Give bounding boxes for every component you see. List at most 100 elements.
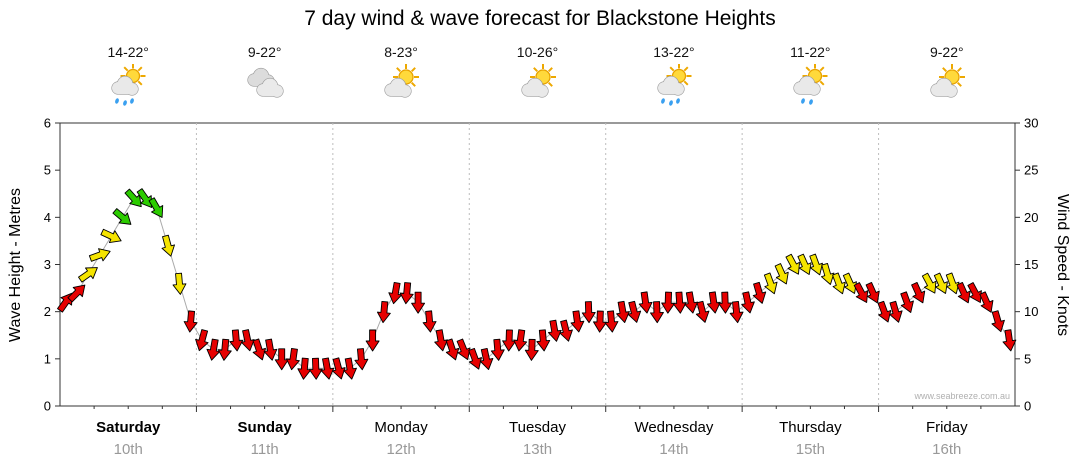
wind-arrow xyxy=(1002,329,1017,352)
day-name-label: Sunday xyxy=(237,419,292,436)
wind-arrow xyxy=(172,272,187,295)
chart-title: 7 day wind & wave forecast for Blackston… xyxy=(304,7,776,30)
wind-arrow xyxy=(468,347,482,370)
wind-arrow xyxy=(853,282,869,303)
day-name-label: Tuesday xyxy=(509,419,566,436)
left-tick-label: 1 xyxy=(44,351,51,366)
day-date-label: 15th xyxy=(795,441,825,458)
wind-arrow xyxy=(956,281,971,304)
day-date-label: 12th xyxy=(386,441,416,458)
day-temp-label: 8-23° xyxy=(384,44,418,60)
wind-arrow xyxy=(774,263,789,285)
wind-arrow xyxy=(752,281,767,304)
plot-frame xyxy=(59,122,1016,407)
watermark: www.seabreeze.com.au xyxy=(913,391,1010,401)
day-temp-label: 10-26° xyxy=(516,44,559,60)
wind-arrow xyxy=(320,357,335,380)
right-tick-label: 25 xyxy=(1024,163,1038,178)
day-temp-label: 9-22° xyxy=(247,44,282,60)
wind-arrow xyxy=(252,338,266,361)
wind-arrow xyxy=(148,197,164,218)
day-temp-label: 13-22° xyxy=(653,44,695,60)
left-tick-label: 2 xyxy=(44,304,51,319)
wind-arrow xyxy=(217,338,232,361)
weather-icon-cloudy xyxy=(241,64,289,108)
day-name-label: Wednesday xyxy=(634,419,714,436)
wind-arrow xyxy=(343,357,357,380)
wind-arrow xyxy=(274,348,289,371)
weather-icon-sun-cloud-showers xyxy=(650,63,698,108)
wind-arrow xyxy=(456,338,471,361)
wind-arrow xyxy=(354,348,369,371)
wind-arrow xyxy=(706,291,721,314)
left-tick-label: 4 xyxy=(44,210,51,225)
wind-arrow xyxy=(832,272,846,295)
day-name-label: Friday xyxy=(925,419,968,436)
day-date-label: 10th xyxy=(113,441,143,458)
wind-arrow xyxy=(136,188,153,208)
wind-arrow xyxy=(524,338,539,361)
left-tick-label: 0 xyxy=(44,399,51,414)
wind-arrow xyxy=(376,301,391,324)
wind-arrow xyxy=(263,338,278,361)
left-tick-label: 6 xyxy=(44,116,51,131)
day-date-label: 14th xyxy=(659,441,689,458)
wind-arrow xyxy=(945,272,960,295)
wind-arrow xyxy=(672,291,687,314)
wind-arrow xyxy=(78,267,98,283)
weather-icon-sun-cloud xyxy=(377,64,425,108)
weather-icon-sun-cloud xyxy=(514,64,562,108)
wind-arrow xyxy=(570,310,585,333)
wind-arrow xyxy=(627,300,642,323)
wind-arrow xyxy=(991,310,1005,333)
wind-arrow xyxy=(479,347,494,371)
wind-arrow xyxy=(536,329,551,352)
right-tick-label: 5 xyxy=(1024,351,1031,366)
wind-arrow xyxy=(100,228,122,243)
wind-arrow xyxy=(593,310,607,333)
wind-arrow xyxy=(183,310,198,333)
wind-arrow xyxy=(718,291,733,314)
wind-arrow xyxy=(809,253,823,276)
wind-arrow xyxy=(195,329,209,352)
weather-icon-sun-cloud xyxy=(923,64,971,108)
wind-arrow xyxy=(979,291,994,313)
wind-arrow xyxy=(502,329,517,352)
day-name-label: Monday xyxy=(374,419,428,436)
wind-arrow xyxy=(900,291,914,313)
wind-arrow xyxy=(741,291,755,314)
wind-arrow xyxy=(112,208,132,225)
wind-arrow xyxy=(388,281,403,305)
wind-arrow xyxy=(933,272,948,294)
wind-arrow xyxy=(297,357,312,380)
wind-arrow xyxy=(661,291,676,314)
wind-arrow xyxy=(763,272,778,295)
wind-arrow xyxy=(547,319,562,342)
wind-arrow xyxy=(820,263,835,285)
wind-arrow xyxy=(911,281,926,304)
wind-arrow xyxy=(124,188,142,208)
wind-arrow xyxy=(604,310,619,333)
wind-arrow xyxy=(286,348,300,371)
right-tick-label: 15 xyxy=(1024,257,1038,272)
wind-arrows xyxy=(57,188,1017,380)
wind-arrow xyxy=(490,338,505,361)
wind-arrow xyxy=(889,300,903,323)
day-temp-label: 9-22° xyxy=(929,44,964,60)
wind-arrow xyxy=(785,253,800,275)
wind-arrow xyxy=(967,282,982,303)
day-date-label: 13th xyxy=(522,441,553,458)
left-tick-label: 5 xyxy=(44,163,51,178)
right-tick-label: 20 xyxy=(1024,210,1038,225)
day-name-label: Thursday xyxy=(779,419,842,436)
day-date-label: 11th xyxy=(250,441,279,458)
wind-arrow xyxy=(797,253,812,275)
wind-arrow xyxy=(332,357,346,380)
wind-arrow xyxy=(729,300,744,324)
wind-arrow xyxy=(695,300,710,323)
wind-arrow xyxy=(616,300,630,323)
wind-arrow xyxy=(638,291,653,314)
wind-arrow xyxy=(422,310,437,333)
